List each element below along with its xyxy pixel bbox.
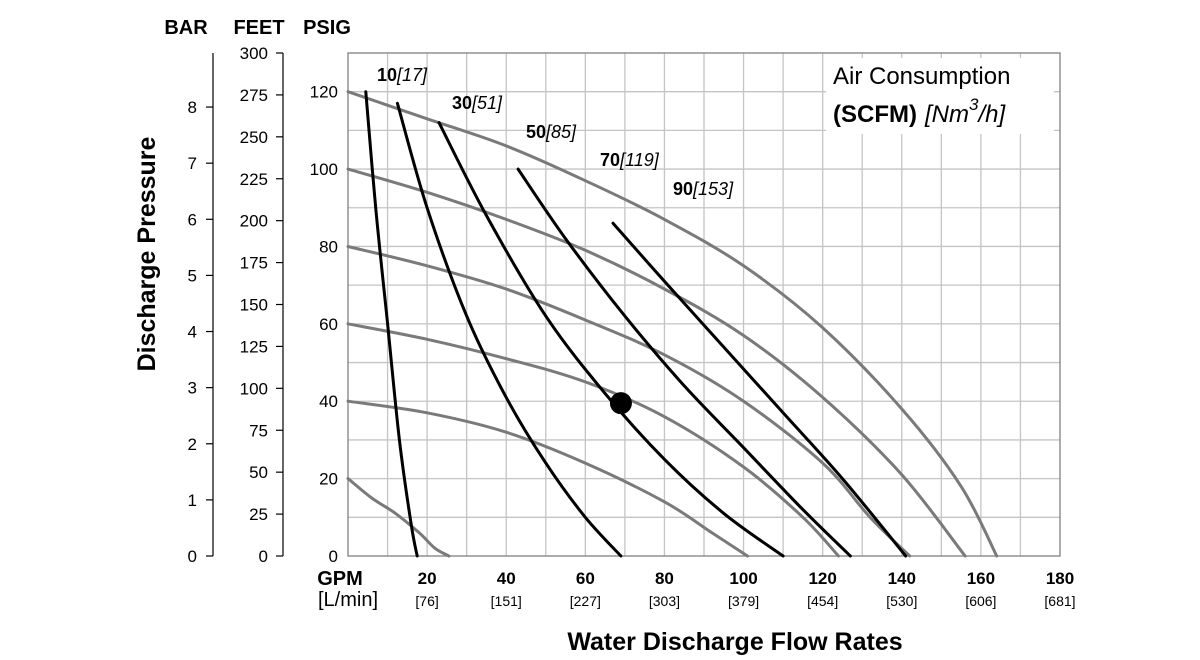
performance-curve-5 — [346, 167, 967, 558]
feet-tick-label: 175 — [240, 254, 268, 273]
x-tick-label-gpm: 160 — [967, 569, 995, 588]
psig-tick-label: 80 — [319, 237, 338, 256]
air-consumption-label-10: 10[17] — [377, 65, 428, 85]
x-tick-label-lmin: [303] — [649, 593, 680, 609]
x-tick-label-gpm: 120 — [808, 569, 836, 588]
bar-tick-label: 4 — [188, 323, 197, 342]
feet-tick-label: 125 — [240, 337, 268, 356]
bar-axis-ticks: 0 1 2 3 4 5 6 7 8 — [188, 98, 213, 566]
air-consumption-labels: 10[17] 30[51] 50[85] 70[119] 90[153] — [377, 65, 734, 199]
air-consumption-label-90: 90[153] — [673, 179, 734, 199]
air-label-metric: [119] — [619, 150, 660, 170]
psig-tick-label: 40 — [319, 392, 338, 411]
title-box-background — [826, 58, 1054, 134]
performance-curve-6 — [346, 90, 999, 558]
air-consumption-curve-30 — [395, 101, 623, 558]
x-tick-label-lmin: [681] — [1044, 593, 1075, 609]
air-label-scfm: 70 — [600, 150, 620, 170]
air-label-scfm: 30 — [452, 93, 472, 113]
air-consumption-curve-10 — [364, 90, 419, 558]
x-tick-label-gpm: 180 — [1046, 569, 1074, 588]
bar-tick-label: 6 — [188, 210, 197, 229]
air-consumption-curve-70 — [516, 167, 852, 558]
x-tick-label-gpm: 140 — [888, 569, 916, 588]
air-consumption-label-50: 50[85] — [526, 122, 577, 142]
psig-unit-header: PSIG — [303, 17, 351, 39]
bar-unit-header: BAR — [164, 17, 208, 39]
x-tick-label-lmin: [454] — [807, 593, 838, 609]
title-units-superscript: 3 — [969, 95, 979, 114]
highlight-layer — [609, 392, 632, 415]
x-tick-label-gpm: 80 — [655, 569, 674, 588]
air-consumption-curves — [364, 90, 908, 558]
x-tick-label-lmin: [76] — [415, 593, 438, 609]
air-label-metric: [51] — [471, 93, 503, 113]
feet-tick-label: 275 — [240, 86, 268, 105]
bar-tick-label: 3 — [188, 379, 197, 398]
title-units-metric: [Nm — [924, 101, 969, 128]
chart-title-units: (SCFM) [Nm3/h] — [833, 95, 1006, 128]
x-tick-label-lmin: [227] — [570, 593, 601, 609]
x-tick-label-gpm: 60 — [576, 569, 595, 588]
bar-tick-label: 8 — [188, 98, 197, 117]
air-label-metric: [17] — [396, 65, 428, 85]
x-tick-label-gpm: 100 — [729, 569, 757, 588]
feet-tick-label: 0 — [259, 547, 268, 566]
title-units-metric-suffix: /h] — [976, 101, 1006, 128]
chart-title-box: Air Consumption (SCFM) [Nm3/h] — [826, 58, 1054, 134]
feet-tick-label: 225 — [240, 170, 268, 189]
x-tick-label-lmin: [530] — [886, 593, 917, 609]
psig-tick-label: 100 — [310, 160, 338, 179]
x-axis-ticks: 20 [76] 40 [151] 60 [227] 80 [303] 100 [379] 120 [4… — [415, 569, 1075, 609]
feet-tick-label: 50 — [249, 463, 268, 482]
bar-tick-label: 5 — [188, 266, 197, 285]
performance-curve-2 — [346, 399, 749, 558]
feet-unit-header: FEET — [233, 17, 284, 39]
air-label-scfm: 50 — [526, 122, 546, 142]
feet-tick-label: 25 — [249, 505, 268, 524]
x-tick-label-gpm: 20 — [418, 569, 437, 588]
feet-tick-label: 150 — [240, 296, 268, 315]
x-tick-label-lmin: [151] — [491, 593, 522, 609]
x-tick-label-gpm: 40 — [497, 569, 516, 588]
performance-curve-1 — [346, 477, 451, 558]
air-label-scfm: 10 — [377, 65, 397, 85]
bar-tick-label: 1 — [188, 491, 197, 510]
psig-tick-label: 20 — [319, 470, 338, 489]
air-consumption-curve-50 — [437, 121, 785, 558]
air-label-scfm: 90 — [673, 179, 693, 199]
x-unit-label-gpm: GPM — [317, 568, 363, 590]
air-consumption-curve-90 — [611, 221, 908, 558]
feet-tick-label: 200 — [240, 212, 268, 231]
y-axis-title: Discharge Pressure — [133, 136, 161, 371]
bar-tick-label: 7 — [188, 154, 197, 173]
psig-tick-label: 0 — [329, 547, 338, 566]
air-label-metric: [153] — [692, 179, 734, 199]
plot-frame — [347, 52, 1061, 557]
air-label-metric: [85] — [545, 122, 577, 142]
x-tick-label-lmin: [379] — [728, 593, 759, 609]
feet-tick-label: 250 — [240, 128, 268, 147]
x-tick-label-lmin: [606] — [965, 593, 996, 609]
feet-tick-label: 100 — [240, 379, 268, 398]
air-consumption-label-70: 70[119] — [600, 150, 660, 170]
highlight-point — [609, 392, 632, 415]
air-consumption-label-30: 30[51] — [452, 93, 503, 113]
bar-tick-label: 0 — [188, 547, 197, 566]
feet-tick-label: 300 — [240, 44, 268, 63]
chart-title: Air Consumption — [833, 63, 1010, 90]
psig-tick-label: 120 — [310, 83, 338, 102]
feet-axis-ticks: 0 25 50 75 100 125 150 175 200 225 250 275 300 — [240, 44, 283, 566]
bar-tick-label: 2 — [188, 435, 197, 454]
title-units-scfm: (SCFM) — [833, 101, 917, 128]
psig-axis-ticks: 0 20 40 60 80 100 120 — [310, 83, 338, 566]
x-axis-title: Water Discharge Flow Rates — [567, 628, 902, 656]
feet-tick-label: 75 — [249, 421, 268, 440]
x-unit-label-lmin: [L/min] — [318, 589, 378, 611]
psig-tick-label: 60 — [319, 315, 338, 334]
